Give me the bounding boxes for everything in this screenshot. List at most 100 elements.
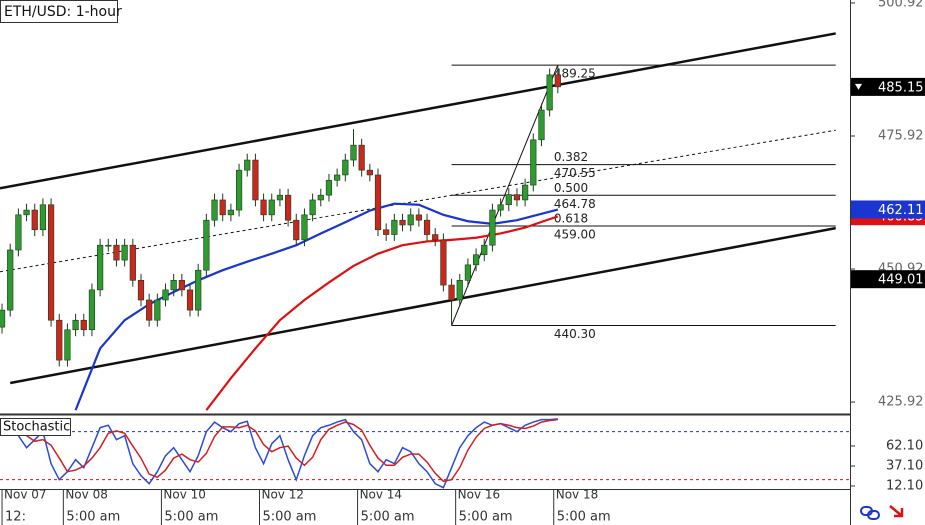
candle-body [407, 214, 414, 226]
candle-body [252, 159, 259, 201]
candle-body [64, 329, 71, 361]
x-tick-label: Nov 12 [261, 488, 304, 502]
candle-body [505, 194, 512, 206]
x-tick-time: 5:00 am [557, 510, 611, 525]
channel-line [0, 32, 836, 190]
stochastic-title-box: Stochastic [0, 418, 71, 436]
candle-body [440, 239, 447, 286]
fib-value-label: 470.55 [554, 166, 596, 180]
candle-body [481, 244, 488, 256]
x-tick-time: 12: [5, 510, 26, 525]
candle-body [113, 244, 120, 261]
x-tick-label: Nov 16 [458, 488, 501, 502]
channel-line [9, 226, 836, 385]
candle-body [260, 199, 267, 216]
candle-body [268, 199, 275, 216]
price-panel: 489.25 470.55 0.382 464.78 0.500 459.00 0.618 4… [0, 32, 836, 411]
candle-body [522, 184, 529, 201]
stochastic-tick-label: 37.10 [886, 459, 923, 474]
candle-body [546, 74, 553, 111]
candle-body [301, 214, 308, 241]
candle-body [39, 204, 47, 231]
y-tick-label: 475.92 [878, 129, 924, 144]
price-tag [851, 200, 925, 219]
link-ring [867, 510, 880, 520]
candle-body [423, 219, 431, 235]
candle-body [56, 319, 63, 361]
price-tag-label: 462.11 [878, 203, 924, 218]
candle-body [334, 174, 341, 181]
x-tick-label: Nov 14 [360, 488, 403, 502]
fib-value-label: 459.00 [554, 228, 596, 242]
x-tick-label: Nov 10 [163, 488, 206, 502]
link-icon[interactable] [860, 506, 880, 520]
price-tag-label: 449.01 [878, 273, 924, 288]
stochastic-line [1, 418, 558, 489]
x-tick-time: 5:00 am [164, 510, 218, 525]
candle-body [88, 289, 96, 331]
candle-body [31, 209, 38, 231]
candle-body [293, 219, 300, 241]
moving-average [205, 215, 559, 411]
candle-body [358, 144, 365, 171]
candle-body [472, 254, 480, 266]
candle-body [219, 199, 226, 216]
stochastic-title: Stochastic [3, 420, 70, 435]
price-tag-label: 485.15 [878, 80, 924, 95]
candle-body [227, 209, 234, 216]
candle-body [456, 280, 463, 301]
title-box: ETH/USD: 1-hour [0, 0, 122, 23]
candle-body [72, 319, 79, 331]
candle-body [464, 264, 472, 281]
candle-body [342, 159, 349, 176]
candle-body [366, 169, 373, 176]
x-tick-label: Nov 08 [65, 488, 108, 502]
candle-body [513, 194, 521, 201]
candle-body [497, 204, 504, 211]
candle-body [178, 280, 185, 291]
candle-body [195, 269, 202, 311]
candle-body [162, 289, 169, 301]
x-tick-time: 5:00 am [66, 510, 120, 525]
candle-body [7, 249, 14, 311]
x-tick-label: Nov 07 [4, 488, 47, 502]
stochastic-frame [0, 418, 71, 436]
candle-body [538, 109, 545, 141]
candle-body [530, 139, 537, 186]
candle-body [129, 244, 136, 281]
candle-body [23, 209, 30, 216]
candle-body [137, 280, 145, 301]
toolbar-icons[interactable] [860, 505, 904, 520]
candle-body [80, 319, 87, 331]
price-tag-arrow [855, 83, 862, 90]
candle-body [211, 199, 218, 221]
candle-body [276, 194, 284, 201]
x-tick-label: Nov 18 [556, 488, 599, 502]
candle-body [244, 159, 251, 171]
candle-body [489, 209, 496, 246]
candle-body [186, 289, 194, 311]
candle-body [325, 179, 333, 196]
candle-body [0, 309, 6, 328]
stochastic-line [1, 418, 558, 483]
stochastic-panel [0, 418, 850, 489]
fib-value-label: 464.78 [554, 197, 596, 211]
candle-body [448, 284, 455, 301]
candle-body [146, 299, 153, 321]
candle-body [374, 174, 382, 231]
candle-body [391, 219, 398, 235]
candle-body [383, 229, 390, 235]
candle-body [97, 244, 104, 291]
candle-body [154, 299, 161, 321]
candle-body [350, 144, 357, 161]
candle-body [235, 169, 243, 211]
stochastic-tick-label: 62.10 [886, 439, 923, 454]
arrow-icon[interactable] [889, 505, 904, 518]
stochastic-tick-label: 12.10 [886, 479, 923, 494]
candle-body [309, 199, 316, 216]
candle-body [432, 234, 439, 241]
x-tick-time: 5:00 am [361, 510, 415, 525]
